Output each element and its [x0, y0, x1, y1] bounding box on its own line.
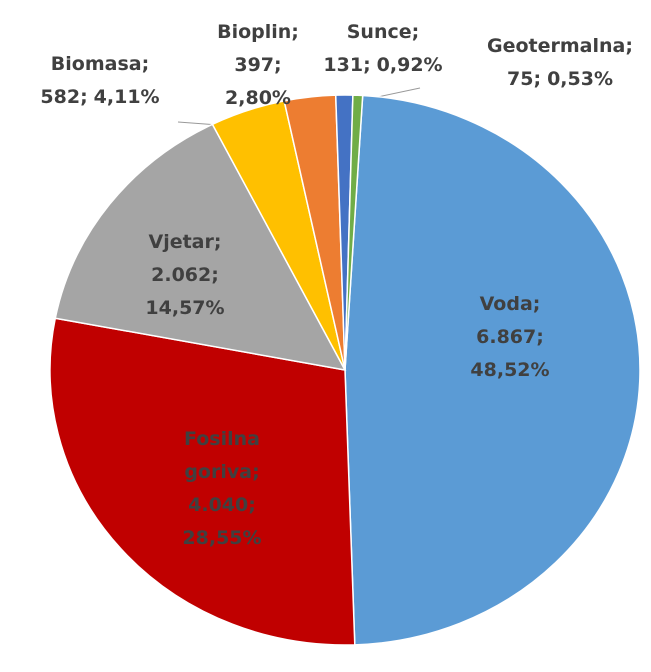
pie-slice: [54, 123, 347, 372]
pie-slice: [344, 94, 364, 371]
label-part: 131;: [323, 54, 370, 76]
label-part: 14,57%: [145, 297, 224, 319]
pie-slice: [344, 94, 641, 646]
label-part: Fosilna: [184, 428, 260, 450]
label-part: 2.062;: [151, 264, 219, 286]
label-part: 4,11%: [94, 86, 160, 108]
label-part: Voda;: [480, 293, 541, 315]
label-part: 2,80%: [225, 87, 291, 109]
label-part: Sunce;: [347, 21, 419, 43]
label-part: 48,52%: [470, 359, 549, 381]
data-label: Bioplin; 397; 2,80%: [217, 21, 299, 109]
label-part: 6.867;: [476, 326, 544, 348]
data-label: Sunce; 131; 0,92%: [323, 21, 442, 76]
pie-slice: [49, 317, 356, 646]
data-label: Vjetar; 2.062; 14,57%: [145, 231, 224, 319]
label-part: 75;: [507, 68, 541, 90]
data-label: Biomasa; 582; 4,11%: [40, 53, 159, 108]
label-part: 582;: [40, 86, 87, 108]
label-part: Bioplin;: [217, 21, 299, 43]
label-part: goriva;: [184, 461, 259, 483]
data-label: Fosilna goriva; 4.040; 28,55%: [182, 428, 261, 549]
label-part: Geotermalna;: [487, 35, 633, 57]
data-label: Geotermalna; 75; 0,53%: [487, 35, 633, 90]
label-part: 0,92%: [377, 54, 443, 76]
label-part: Vjetar;: [149, 231, 222, 253]
data-label: Voda; 6.867; 48,52%: [470, 293, 549, 381]
label-part: 397;: [234, 54, 281, 76]
label-part: Biomasa;: [51, 53, 149, 75]
label-part: 4.040;: [188, 494, 256, 516]
label-part: 28,55%: [182, 527, 261, 549]
label-part: 0,53%: [547, 68, 613, 90]
